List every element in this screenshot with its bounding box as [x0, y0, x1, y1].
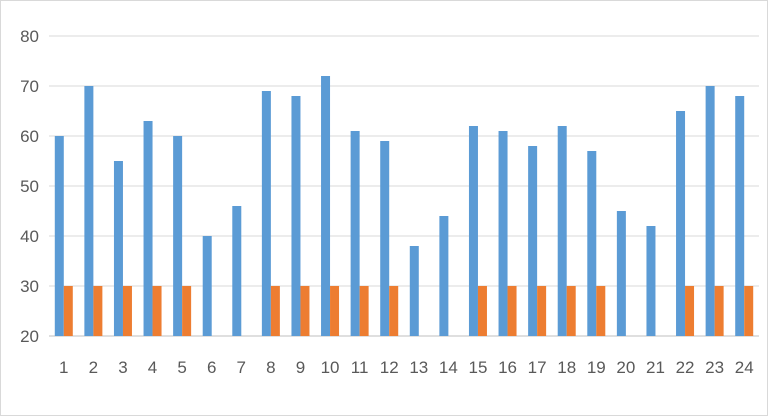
x-tick-label: 19 [587, 358, 606, 377]
x-tick-label: 12 [380, 358, 399, 377]
bar-series1-11 [350, 131, 360, 336]
x-tick-label: 15 [468, 358, 487, 377]
bar-series1-9 [291, 96, 301, 336]
bar-series1-20 [616, 211, 626, 336]
bar-series2-18 [566, 286, 576, 336]
x-tick-label: 23 [705, 358, 724, 377]
y-tick-label: 50 [20, 177, 39, 196]
bar-series1-21 [646, 226, 656, 336]
x-tick-label: 5 [177, 358, 186, 377]
x-tick-label: 20 [616, 358, 635, 377]
bar-series2-22 [685, 286, 695, 336]
bar-series1-5 [173, 136, 183, 336]
bar-series2-11 [359, 286, 369, 336]
bar-series1-12 [380, 141, 390, 336]
y-tick-label: 60 [20, 127, 39, 146]
bar-series2-5 [182, 286, 192, 336]
bar-series1-14 [439, 216, 449, 336]
x-tick-label: 21 [646, 358, 665, 377]
x-tick-label: 3 [118, 358, 127, 377]
y-tick-label: 40 [20, 227, 39, 246]
bar-series1-24 [735, 96, 745, 336]
bar-series1-13 [409, 246, 419, 336]
bar-series2-2 [93, 286, 103, 336]
y-tick-label: 80 [20, 27, 39, 46]
x-tick-label: 11 [351, 358, 369, 377]
x-tick-label: 4 [148, 358, 157, 377]
bar-series1-3 [113, 161, 123, 336]
bar-series1-16 [498, 131, 508, 336]
bar-series1-22 [676, 111, 686, 336]
bar-series1-10 [321, 76, 331, 336]
x-tick-label: 1 [59, 358, 68, 377]
x-tick-label: 24 [735, 358, 754, 377]
x-tick-label: 22 [676, 358, 695, 377]
x-tick-label: 10 [321, 358, 340, 377]
bar-series1-8 [261, 91, 271, 336]
bar-series2-17 [537, 286, 547, 336]
bar-series2-23 [714, 286, 724, 336]
bar-series2-10 [330, 286, 340, 336]
bar-series2-3 [122, 286, 132, 336]
y-axis-tick-labels: 20 30 40 50 60 70 80 [20, 27, 39, 346]
bars [54, 76, 754, 336]
bar-series2-9 [300, 286, 310, 336]
x-tick-label: 6 [207, 358, 216, 377]
bar-series2-1 [63, 286, 73, 336]
bar-series1-4 [143, 121, 153, 336]
bar-series1-18 [557, 126, 567, 336]
y-tick-label: 20 [20, 327, 39, 346]
bar-series1-1 [54, 136, 64, 336]
x-tick-label: 2 [89, 358, 98, 377]
bar-series1-2 [84, 86, 94, 336]
x-axis-tick-labels: 1 2 3 4 5 6 7 8 9 10 11 12 13 14 15 16 17 18 19 20 21 22 23 24 [59, 358, 754, 377]
bar-series1-15 [468, 126, 478, 336]
bar-series2-8 [270, 286, 280, 336]
bar-series2-19 [596, 286, 606, 336]
bar-series1-7 [232, 206, 242, 336]
bar-series2-4 [152, 286, 162, 336]
bar-series2-15 [477, 286, 487, 336]
bar-series1-23 [705, 86, 715, 336]
bar-series2-16 [507, 286, 517, 336]
x-tick-label: 16 [498, 358, 517, 377]
x-tick-label: 14 [439, 358, 458, 377]
bar-series1-19 [587, 151, 597, 336]
x-tick-label: 7 [237, 358, 246, 377]
y-tick-label: 70 [20, 77, 39, 96]
bar-series2-24 [744, 286, 754, 336]
y-tick-label: 30 [20, 277, 39, 296]
x-tick-label: 18 [557, 358, 576, 377]
gridlines [49, 35, 759, 337]
x-tick-label: 9 [296, 358, 305, 377]
bar-series1-17 [528, 146, 538, 336]
x-tick-label: 17 [528, 358, 547, 377]
x-tick-label: 13 [409, 358, 428, 377]
x-tick-label: 8 [266, 358, 275, 377]
bar-series1-6 [202, 236, 212, 336]
bar-series2-12 [389, 286, 399, 336]
